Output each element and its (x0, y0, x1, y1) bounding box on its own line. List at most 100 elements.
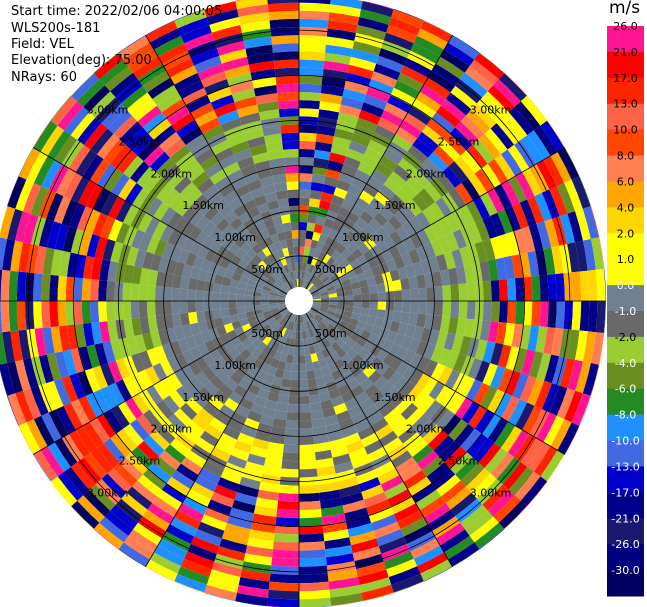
velocity-gate (15, 359, 31, 391)
velocity-gate (324, 236, 335, 247)
velocity-gate (197, 63, 225, 81)
velocity-gate (123, 42, 154, 67)
velocity-gate (325, 380, 338, 392)
velocity-gate (445, 486, 472, 510)
velocity-gate (234, 353, 247, 366)
velocity-gate (244, 128, 264, 141)
velocity-gate (408, 276, 418, 290)
velocity-gate (262, 345, 272, 356)
velocity-gate (299, 339, 304, 348)
velocity-gate (299, 460, 317, 470)
velocity-gate (299, 51, 326, 61)
colorbar-tick-label: -17.0 (611, 486, 639, 499)
velocity-gate (426, 118, 450, 140)
velocity-gate (137, 369, 154, 390)
velocity-gate (328, 304, 338, 309)
velocity-gate (205, 319, 217, 331)
velocity-gate (179, 181, 198, 200)
velocity-gate (282, 222, 292, 232)
velocity-gate (452, 229, 467, 249)
velocity-gate (257, 250, 267, 261)
velocity-gate (440, 529, 470, 553)
velocity-gate (515, 301, 525, 325)
velocity-gate (131, 229, 146, 249)
velocity-gate (139, 316, 151, 335)
velocity-gate (406, 385, 423, 403)
velocity-gate (278, 484, 299, 494)
velocity-gate (575, 361, 591, 394)
velocity-gate (269, 573, 299, 584)
velocity-gate (347, 523, 374, 538)
velocity-gate (428, 202, 445, 221)
velocity-gate (277, 394, 289, 404)
velocity-gate (18, 422, 41, 455)
velocity-gate (22, 388, 42, 420)
velocity-gate (132, 187, 150, 209)
velocity-gate (403, 58, 432, 78)
velocity-gate (56, 168, 76, 197)
velocity-gate (408, 216, 424, 234)
velocity-gate (187, 289, 197, 301)
range-ring-label: 2.50km (438, 135, 480, 148)
velocity-gate (189, 346, 203, 361)
velocity-gate (210, 446, 231, 463)
velocity-gate (226, 72, 253, 87)
velocity-gate (374, 191, 390, 206)
velocity-gate (419, 496, 446, 518)
velocity-gate (389, 269, 401, 282)
velocity-gate (544, 354, 560, 384)
velocity-gate (58, 325, 71, 352)
velocity-gate (223, 268, 235, 280)
elevation-text: Elevation(deg): 75.00 (11, 53, 152, 68)
velocity-gate (342, 499, 367, 514)
velocity-gate (153, 456, 177, 477)
colorbar-swatch (607, 336, 644, 364)
velocity-gate (211, 25, 242, 41)
velocity-gate (266, 253, 276, 264)
velocity-gate (33, 120, 51, 148)
velocity-gate (260, 301, 269, 305)
velocity-gate (247, 52, 274, 65)
velocity-gate (388, 245, 401, 259)
velocity-gate (147, 316, 159, 333)
velocity-gate (406, 408, 425, 427)
velocity-gate (115, 498, 143, 523)
velocity-gate (83, 85, 111, 113)
velocity-gate (276, 83, 299, 94)
velocity-gate (272, 376, 283, 387)
velocity-gate (346, 242, 358, 254)
velocity-gate (430, 362, 446, 382)
azimuth-spoke (298, 34, 453, 302)
velocity-gate (330, 445, 349, 458)
velocity-gate (267, 243, 277, 254)
velocity-gate (271, 251, 281, 261)
colorbar-tick-label: -1.0 (615, 305, 636, 318)
velocity-gate (412, 444, 434, 464)
velocity-gate (166, 476, 191, 497)
velocity-gate (237, 432, 255, 446)
velocity-gate (119, 457, 143, 481)
velocity-gate (299, 108, 320, 118)
velocity-gate (312, 165, 328, 176)
velocity-gate (356, 561, 387, 577)
velocity-gate (224, 64, 251, 79)
velocity-gate (460, 504, 488, 530)
velocity-gate (305, 329, 311, 339)
velocity-gate (177, 249, 190, 264)
velocity-gate (329, 297, 338, 301)
velocity-gate (551, 245, 564, 275)
velocity-gate (128, 529, 158, 553)
velocity-gate (320, 399, 334, 411)
velocity-gate (267, 0, 299, 5)
velocity-gate (333, 187, 348, 200)
velocity-gate (296, 314, 299, 324)
velocity-gate (116, 428, 138, 452)
velocity-gate (391, 134, 413, 152)
velocity-gate (251, 324, 262, 334)
instrument-text: WLS200s-181 (11, 21, 101, 36)
velocity-gate (226, 515, 253, 530)
velocity-gate (249, 445, 268, 458)
velocity-gate (443, 251, 456, 270)
velocity-gate (274, 223, 285, 234)
velocity-gate (466, 144, 488, 169)
